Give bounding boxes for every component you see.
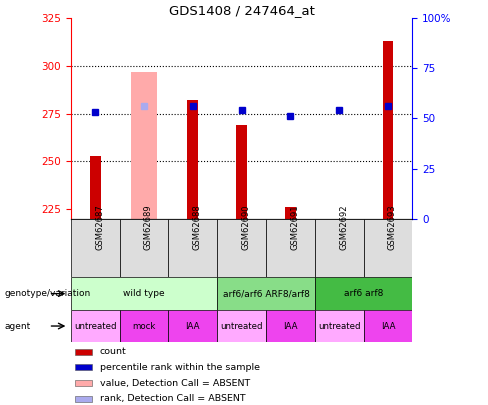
Bar	[168, 219, 217, 277]
Bar	[364, 219, 412, 277]
Bar	[71, 219, 120, 277]
Bar	[266, 219, 315, 277]
Text: GSM62688: GSM62688	[193, 205, 202, 250]
Text: GSM62690: GSM62690	[242, 205, 250, 250]
Text: GSM62687: GSM62687	[95, 205, 104, 250]
Text: IAA: IAA	[283, 322, 298, 330]
Text: GSM62692: GSM62692	[339, 205, 348, 250]
Bar	[187, 100, 198, 219]
Bar	[71, 277, 217, 310]
Text: untreated: untreated	[74, 322, 117, 330]
Bar	[383, 41, 393, 219]
Text: count: count	[100, 347, 127, 356]
Bar	[315, 277, 412, 310]
Text: agent: agent	[5, 322, 31, 330]
Bar	[285, 207, 296, 219]
Text: untreated: untreated	[318, 322, 361, 330]
Text: IAA: IAA	[381, 322, 395, 330]
Bar	[120, 310, 168, 342]
Bar	[364, 310, 412, 342]
Text: IAA: IAA	[185, 322, 200, 330]
Bar	[315, 219, 364, 277]
Bar	[75, 380, 92, 386]
Title: GDS1408 / 247464_at: GDS1408 / 247464_at	[169, 4, 314, 17]
Text: GSM62689: GSM62689	[144, 205, 153, 250]
Text: rank, Detection Call = ABSENT: rank, Detection Call = ABSENT	[100, 394, 245, 403]
Bar	[75, 396, 92, 402]
Bar	[168, 310, 217, 342]
Bar	[120, 219, 168, 277]
Text: wild type: wild type	[123, 289, 165, 298]
Text: percentile rank within the sample: percentile rank within the sample	[100, 363, 260, 372]
Bar	[217, 219, 266, 277]
Bar	[90, 156, 101, 219]
Bar	[131, 72, 157, 219]
Text: value, Detection Call = ABSENT: value, Detection Call = ABSENT	[100, 379, 250, 388]
Text: untreated: untreated	[220, 322, 263, 330]
Text: mock: mock	[132, 322, 156, 330]
Text: GSM62693: GSM62693	[388, 205, 397, 250]
Bar	[217, 277, 315, 310]
Bar	[71, 310, 120, 342]
Bar	[217, 310, 266, 342]
Text: GSM62691: GSM62691	[290, 205, 299, 250]
Text: genotype/variation: genotype/variation	[5, 289, 91, 298]
Text: arf6/arf6 ARF8/arf8: arf6/arf6 ARF8/arf8	[223, 289, 309, 298]
Bar	[236, 125, 247, 219]
Text: arf6 arf8: arf6 arf8	[344, 289, 383, 298]
Bar	[266, 310, 315, 342]
Bar	[75, 348, 92, 355]
Bar	[75, 364, 92, 371]
Bar	[315, 310, 364, 342]
